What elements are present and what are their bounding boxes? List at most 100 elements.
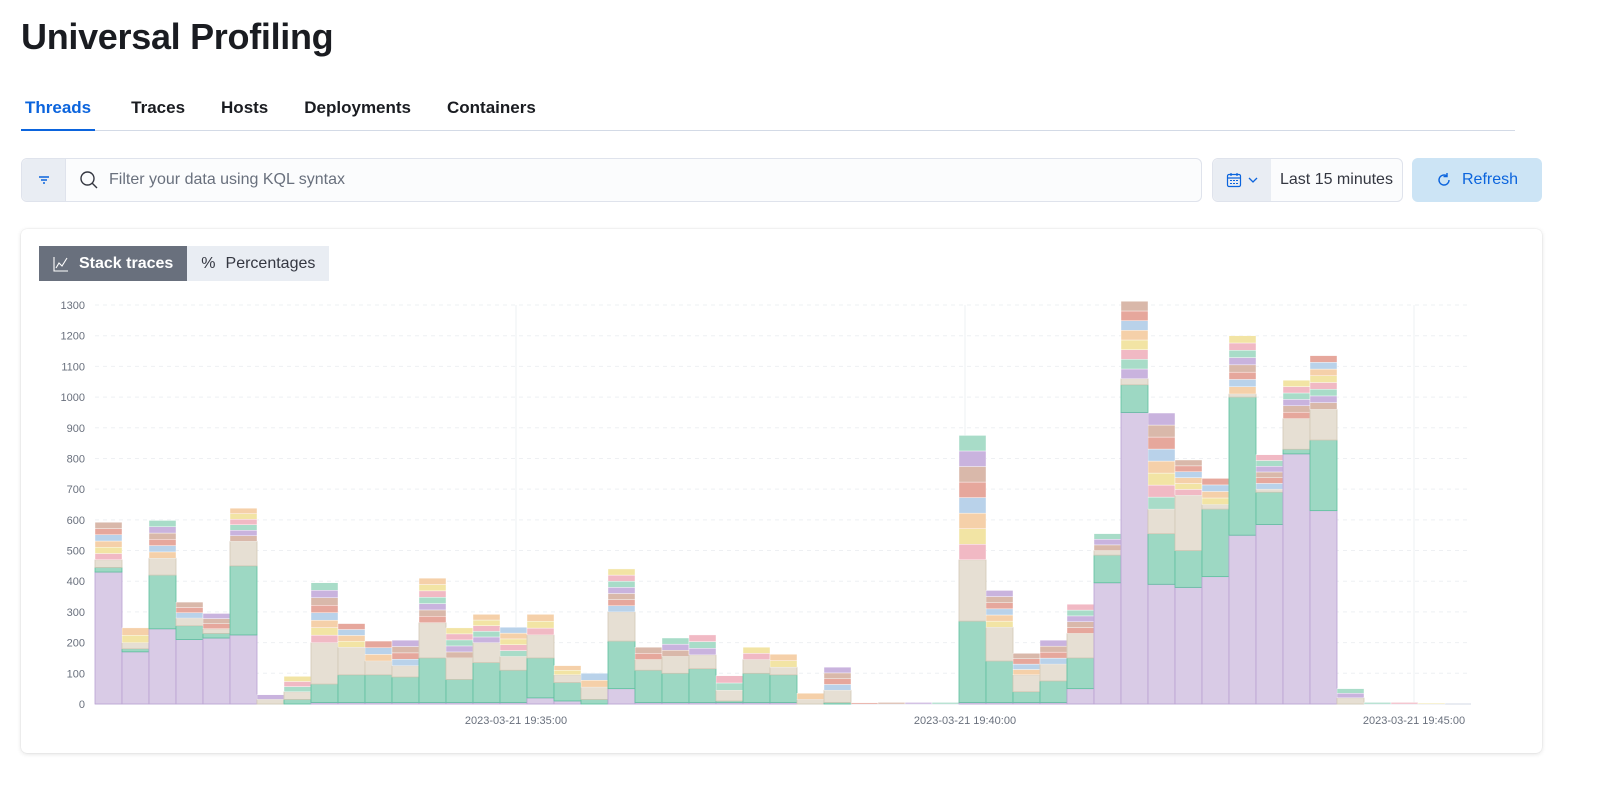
tab-deployments[interactable]: Deployments — [304, 98, 412, 117]
date-range-value[interactable]: Last 15 minutes — [1280, 171, 1393, 188]
bar[interactable] — [715, 675, 744, 705]
bar[interactable] — [1255, 454, 1284, 705]
bar[interactable] — [1093, 533, 1122, 705]
bar[interactable] — [1120, 301, 1149, 705]
bar-segment-green — [148, 574, 177, 630]
bar[interactable] — [985, 590, 1014, 705]
bar[interactable] — [1147, 412, 1176, 705]
bar-segment-other — [310, 619, 339, 628]
bar[interactable] — [1039, 639, 1068, 705]
bar[interactable] — [364, 640, 393, 705]
bar[interactable] — [526, 614, 555, 705]
bar[interactable] — [391, 639, 420, 705]
bar-segment-other — [94, 522, 123, 529]
bar-segment-other — [1228, 364, 1257, 373]
bar-segment-other — [1390, 702, 1419, 705]
bar[interactable] — [229, 507, 258, 705]
bar-segment-other — [337, 623, 366, 630]
bar[interactable] — [850, 702, 879, 705]
filter-button[interactable] — [22, 159, 66, 201]
tab-threads[interactable]: Threads — [21, 92, 96, 131]
bar[interactable] — [580, 673, 609, 705]
x-tick-label: 2023-03-21 19:40:00 — [914, 715, 1016, 727]
bar[interactable] — [661, 637, 690, 705]
bar[interactable] — [904, 702, 933, 705]
bar[interactable] — [1309, 355, 1338, 705]
tab-bar: Threads Traces Hosts Deployments Contain… — [21, 92, 1515, 131]
y-tick-label: 100 — [67, 668, 85, 680]
bar[interactable] — [121, 627, 150, 705]
bar[interactable] — [148, 520, 177, 705]
bar[interactable] — [607, 568, 636, 705]
chart-line-icon — [53, 256, 68, 272]
bar[interactable] — [337, 623, 366, 705]
bar-segment-other — [499, 632, 528, 640]
bar[interactable] — [1012, 653, 1041, 705]
bar[interactable] — [769, 654, 798, 705]
bar[interactable] — [499, 627, 528, 705]
bar-segment-other — [310, 627, 339, 636]
bar-segment-other — [742, 647, 771, 654]
bar[interactable] — [553, 665, 582, 705]
bar-segment-other — [1363, 702, 1392, 705]
bar-segment-other — [391, 646, 420, 654]
stack-traces-toggle[interactable]: Stack traces — [39, 246, 188, 281]
bar[interactable] — [202, 613, 231, 705]
bar[interactable] — [472, 614, 501, 705]
bar-segment-other — [499, 644, 528, 651]
bar[interactable] — [1390, 702, 1419, 705]
bar[interactable] — [634, 647, 663, 705]
bar[interactable] — [1417, 702, 1446, 705]
bar-segment-beige — [391, 665, 420, 678]
bar-segment-other — [526, 614, 555, 622]
bar[interactable] — [1336, 688, 1365, 705]
bar-segment-other — [337, 641, 366, 648]
bar[interactable] — [256, 694, 285, 705]
bar[interactable] — [742, 647, 771, 705]
bar-segment-beige — [823, 689, 852, 703]
y-tick-label: 200 — [67, 638, 85, 650]
bar-segment-other — [688, 648, 717, 656]
bar[interactable] — [1282, 379, 1311, 705]
bar-segment-beige — [337, 646, 366, 676]
percentages-toggle[interactable]: % Percentages — [187, 246, 330, 281]
bar-segment-other — [1228, 379, 1257, 387]
bar-segment-purple — [1309, 510, 1338, 705]
bar-segment-other — [472, 625, 501, 632]
bar-segment-purple — [607, 688, 636, 705]
bar-segment-purple — [175, 639, 204, 705]
bar-segment-other — [661, 650, 690, 657]
bar-segment-other — [985, 620, 1014, 628]
bar-segment-other — [1282, 379, 1311, 387]
filter-icon — [38, 176, 49, 184]
bar[interactable] — [310, 582, 339, 705]
bar[interactable] — [175, 601, 204, 705]
bar[interactable] — [823, 666, 852, 705]
bar[interactable] — [958, 435, 987, 705]
bar-segment-other — [418, 597, 447, 604]
search-input[interactable] — [109, 160, 1201, 200]
bar[interactable] — [877, 702, 906, 705]
bar[interactable] — [94, 522, 123, 705]
bar-segment-other — [1120, 330, 1149, 341]
bar[interactable] — [418, 577, 447, 705]
bar[interactable] — [445, 627, 474, 705]
date-quick-menu-button[interactable] — [1213, 159, 1271, 201]
tab-containers[interactable]: Containers — [447, 98, 536, 117]
bar-segment-other — [931, 702, 960, 705]
bar[interactable] — [1363, 702, 1392, 705]
bar-segment-other — [364, 647, 393, 655]
bar[interactable] — [1066, 604, 1095, 705]
bar[interactable] — [283, 676, 312, 705]
bar-segment-other — [1147, 412, 1176, 426]
bar[interactable] — [1174, 459, 1203, 705]
tab-traces[interactable]: Traces — [131, 98, 186, 117]
bar[interactable] — [931, 702, 960, 705]
bar[interactable] — [1228, 335, 1257, 705]
tab-hosts[interactable]: Hosts — [221, 98, 269, 117]
refresh-button[interactable]: Refresh — [1412, 158, 1542, 202]
bar[interactable] — [688, 634, 717, 705]
bar[interactable] — [1201, 478, 1230, 705]
y-tick-label: 0 — [79, 699, 85, 711]
bar[interactable] — [796, 693, 825, 705]
